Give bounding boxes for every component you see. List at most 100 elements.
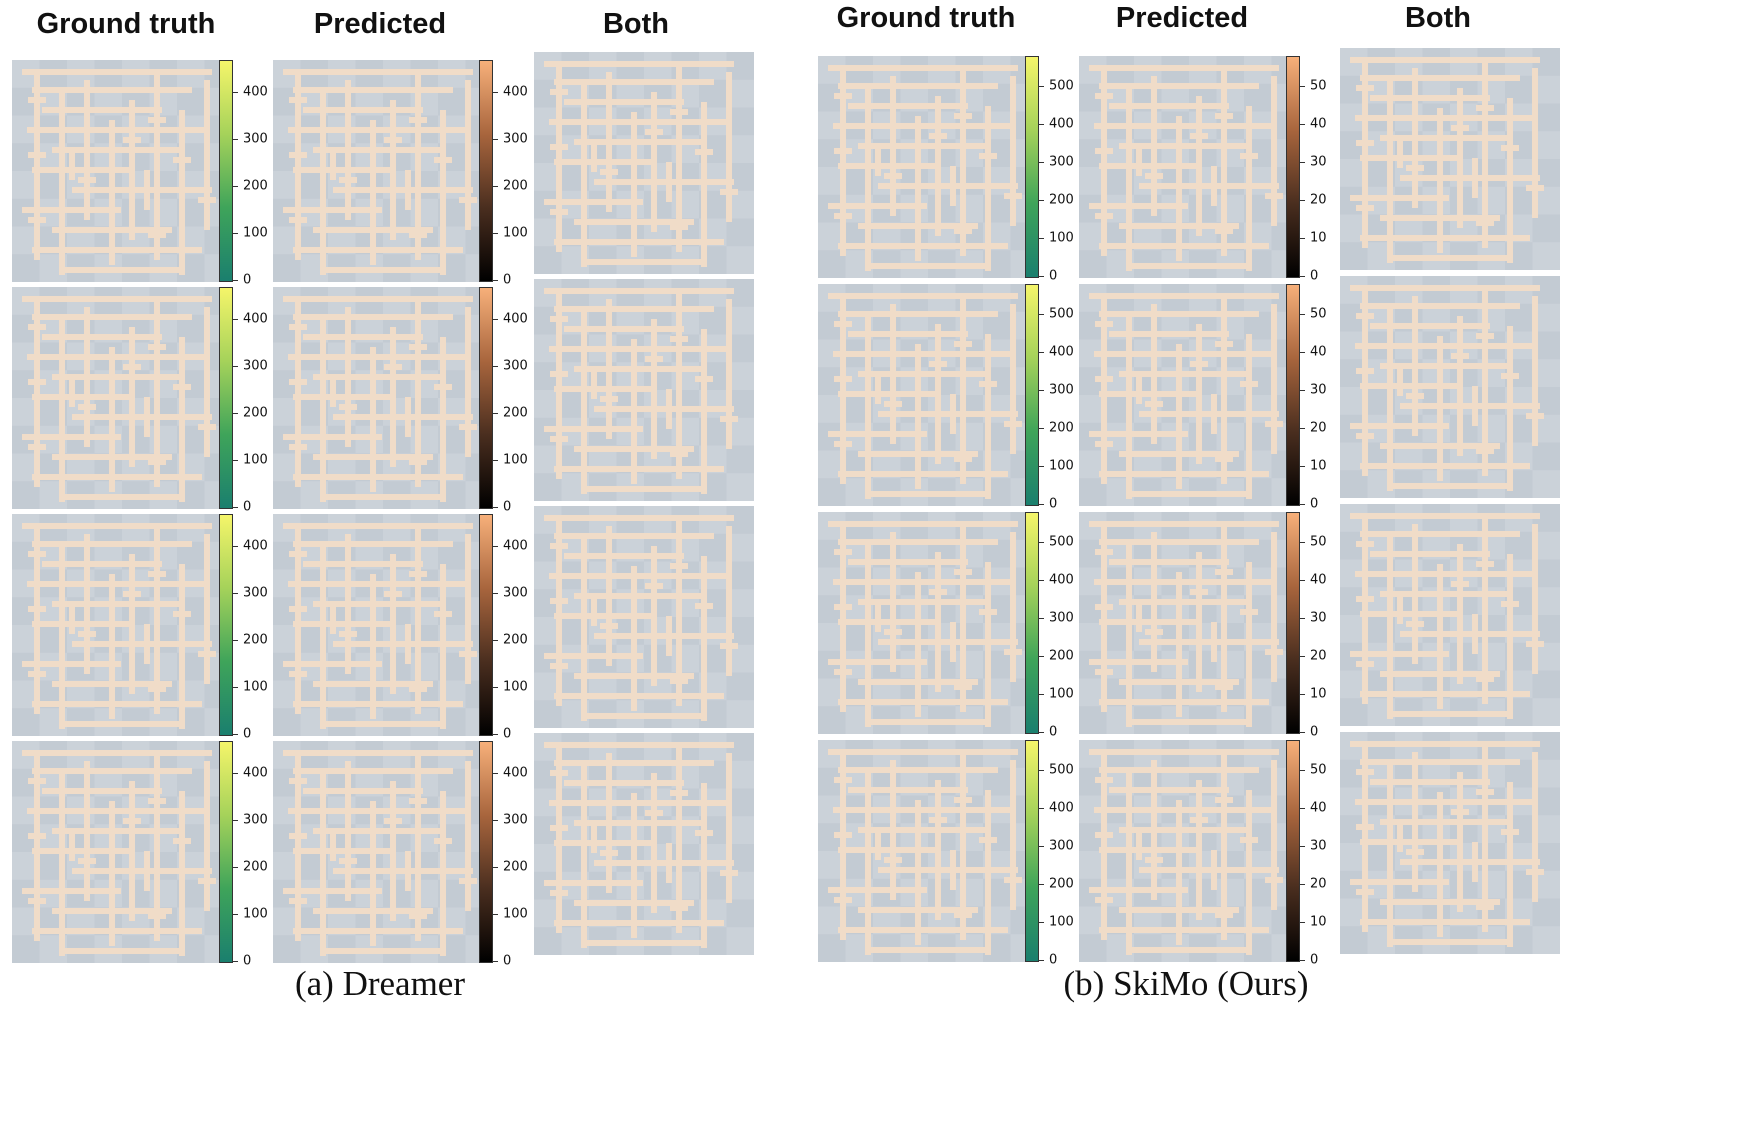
ground-truth-panel bbox=[12, 60, 232, 282]
colorbar-tick-label: 0 bbox=[1049, 724, 1058, 740]
colorbar-tick bbox=[493, 866, 498, 868]
both-panel bbox=[1340, 276, 1560, 498]
colorbar-tick bbox=[233, 507, 238, 508]
colorbar-tick-label: 0 bbox=[503, 953, 512, 969]
colorbar-tick bbox=[1039, 161, 1044, 163]
colorbar-tick-label: 500 bbox=[1049, 762, 1074, 778]
colorbar-tick-label: 0 bbox=[243, 499, 252, 515]
colorbar-tick-label: 400 bbox=[243, 311, 268, 327]
colorbar-tick-label: 0 bbox=[1310, 268, 1319, 284]
colorbar-tick-label: 30 bbox=[1310, 838, 1327, 854]
predicted-colorbar: 0 10 20 30 40 50 bbox=[1286, 284, 1327, 512]
colorbar-tick-label: 100 bbox=[1049, 230, 1074, 246]
colorbar-tick-label: 40 bbox=[1310, 344, 1327, 360]
caption-dreamer: (a) Dreamer bbox=[294, 964, 466, 1003]
colorbar-tick bbox=[1039, 237, 1044, 239]
maze-map bbox=[534, 52, 754, 274]
colorbar-tick-label: 300 bbox=[243, 812, 268, 828]
colorbar-tick bbox=[1300, 161, 1305, 163]
colorbar-tick bbox=[493, 913, 498, 915]
colorbar-tick bbox=[1300, 276, 1305, 277]
colorbar-tick bbox=[1039, 85, 1044, 87]
ground-truth-panel bbox=[818, 56, 1038, 278]
colorbar-tick-label: 0 bbox=[1049, 496, 1058, 512]
colorbar-tick bbox=[233, 459, 238, 461]
colorbar-tick-label: 200 bbox=[503, 405, 528, 421]
maze-map bbox=[12, 514, 232, 736]
header-predicted-b: Predicted bbox=[1115, 2, 1249, 34]
colorbar-tick bbox=[1039, 504, 1044, 505]
colorbar-tick bbox=[233, 280, 238, 281]
colorbar-tick-label: 50 bbox=[1310, 78, 1327, 94]
colorbar-tick-label: 200 bbox=[243, 178, 268, 194]
colorbar-tick bbox=[233, 913, 238, 915]
colorbar-tick-label: 300 bbox=[503, 358, 528, 374]
colorbar-tick-label: 300 bbox=[503, 812, 528, 828]
colorbar-tick bbox=[1039, 313, 1044, 315]
colorbar-tick bbox=[1039, 693, 1044, 695]
colorbar-tick-label: 200 bbox=[1049, 648, 1074, 664]
maze-map bbox=[1340, 732, 1560, 954]
colorbar-tick-label: 40 bbox=[1310, 572, 1327, 588]
colorbar-tick bbox=[1039, 199, 1044, 201]
colorbar-tick bbox=[1300, 504, 1305, 505]
colorbar-tick-label: 200 bbox=[503, 859, 528, 875]
colorbar-tick-label: 100 bbox=[1049, 458, 1074, 474]
maze-map bbox=[1079, 284, 1299, 506]
colorbar-tick-label: 400 bbox=[1049, 116, 1074, 132]
colorbar-tick bbox=[493, 772, 498, 774]
colorbar-tick-label: 0 bbox=[1049, 952, 1058, 968]
ground-truth-colorbar: 0 100 200 300 400 500 bbox=[1025, 740, 1074, 968]
colorbar-tick bbox=[1300, 465, 1305, 467]
colorbar-tick bbox=[493, 232, 498, 234]
colorbar-tick-label: 500 bbox=[1049, 78, 1074, 94]
colorbar-tick-label: 300 bbox=[1049, 154, 1074, 170]
colorbar-tick bbox=[1300, 883, 1305, 885]
ground-truth-panel bbox=[12, 514, 232, 736]
colorbar-tick-label: 50 bbox=[1310, 306, 1327, 322]
maze-map bbox=[534, 506, 754, 728]
ground-truth-colorbar: 0 100 200 300 400 bbox=[219, 60, 268, 288]
colorbar-tick-label: 50 bbox=[1310, 534, 1327, 550]
colorbar-tick bbox=[1300, 427, 1305, 429]
colorbar-tick-label: 100 bbox=[243, 906, 268, 922]
colorbar-tick bbox=[493, 639, 498, 641]
colorbar-tick bbox=[1300, 655, 1305, 657]
colorbar-tick bbox=[1300, 389, 1305, 391]
colorbar-tick-label: 50 bbox=[1310, 762, 1327, 778]
maze-map bbox=[1340, 504, 1560, 726]
colorbar-tick bbox=[1300, 579, 1305, 581]
colorbar-tick bbox=[493, 412, 498, 414]
colorbar-tick bbox=[493, 280, 498, 281]
caption-skimo: (b) SkiMo (Ours) bbox=[1063, 964, 1309, 1003]
colorbar-tick bbox=[1300, 351, 1305, 353]
maze-map bbox=[273, 287, 493, 509]
colorbar-tick-label: 100 bbox=[503, 225, 528, 241]
colorbar-gradient bbox=[219, 60, 233, 282]
colorbar-tick-label: 300 bbox=[1049, 382, 1074, 398]
predicted-panel bbox=[1079, 56, 1299, 278]
colorbar-tick-label: 300 bbox=[243, 131, 268, 147]
ground-truth-colorbar: 0 100 200 300 400 bbox=[219, 287, 268, 515]
colorbar-tick bbox=[233, 91, 238, 93]
colorbar-tick-label: 20 bbox=[1310, 648, 1327, 664]
colorbar-tick bbox=[493, 185, 498, 187]
maze-map bbox=[12, 60, 232, 282]
colorbar-tick-label: 30 bbox=[1310, 610, 1327, 626]
colorbar-tick bbox=[233, 318, 238, 320]
colorbar-tick-label: 0 bbox=[1310, 496, 1319, 512]
ground-truth-colorbar: 0 100 200 300 400 500 bbox=[1025, 56, 1074, 284]
colorbar-tick-label: 100 bbox=[1049, 686, 1074, 702]
colorbar-tick-label: 300 bbox=[243, 585, 268, 601]
ground-truth-panel bbox=[12, 287, 232, 509]
ground-truth-panel bbox=[12, 741, 232, 963]
colorbar-tick-label: 200 bbox=[243, 632, 268, 648]
colorbar-gradient bbox=[219, 287, 233, 509]
predicted-panel bbox=[273, 60, 493, 282]
colorbar-tick bbox=[1300, 921, 1305, 923]
ground-truth-panel bbox=[818, 512, 1038, 734]
colorbar-tick-label: 20 bbox=[1310, 876, 1327, 892]
colorbar-tick bbox=[493, 459, 498, 461]
colorbar-tick bbox=[1039, 351, 1044, 353]
colorbar-gradient bbox=[479, 514, 493, 736]
